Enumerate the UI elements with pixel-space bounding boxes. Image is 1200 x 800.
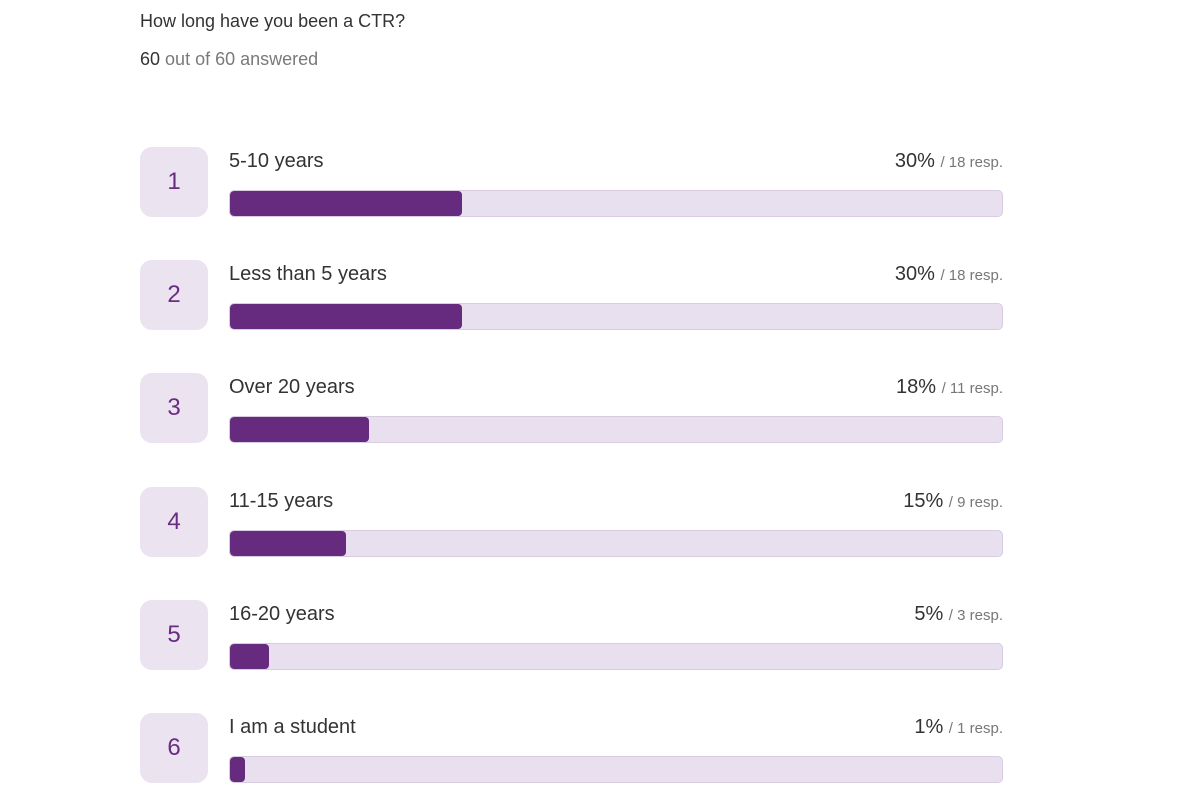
progress-track	[229, 643, 1003, 670]
rank-badge: 5	[140, 600, 208, 670]
result-row: 5 16-20 years 5% / 3 resp.	[140, 600, 1003, 670]
option-label: 11-15 years	[229, 490, 334, 512]
option-stats: 1% / 1 resp.	[914, 716, 1003, 739]
option-responses: / 18 resp.	[940, 154, 1003, 171]
option-label: Over 20 years	[229, 376, 355, 398]
answered-count: 60	[140, 49, 161, 69]
option-stats: 30% / 18 resp.	[895, 263, 1003, 286]
option-label: Less than 5 years	[229, 263, 387, 285]
result-row: 6 I am a student 1% / 1 resp.	[140, 713, 1003, 783]
answered-summary: 60 out of 60 answered	[140, 49, 318, 70]
progress-track	[229, 530, 1003, 557]
result-row: 3 Over 20 years 18% / 11 resp.	[140, 373, 1003, 443]
option-responses: / 11 resp.	[941, 380, 1003, 397]
question-title: How long have you been a CTR?	[140, 11, 406, 31]
progress-track	[229, 756, 1003, 783]
progress-fill	[230, 304, 462, 329]
rank-badge: 1	[140, 147, 208, 217]
progress-fill	[230, 757, 245, 782]
option-percent: 30%	[894, 150, 935, 172]
progress-track	[229, 416, 1003, 443]
progress-fill	[230, 644, 269, 669]
option-percent: 5%	[914, 603, 944, 625]
option-stats: 15% / 9 resp.	[903, 490, 1003, 513]
rank-badge: 2	[140, 260, 208, 330]
rank-badge: 6	[140, 713, 208, 783]
progress-fill	[230, 531, 346, 556]
option-responses: / 1 resp.	[948, 720, 1003, 737]
option-responses: / 18 resp.	[940, 267, 1003, 284]
option-label: 16-20 years	[229, 603, 335, 625]
progress-track	[229, 303, 1003, 330]
answered-text: out of 60 answered	[165, 49, 319, 69]
option-stats: 18% / 11 resp.	[896, 376, 1003, 399]
option-stats: 30% / 18 resp.	[895, 150, 1003, 173]
progress-fill	[230, 417, 369, 442]
result-row: 4 11-15 years 15% / 9 resp.	[140, 487, 1003, 557]
progress-fill	[230, 191, 462, 216]
option-responses: / 9 resp.	[948, 494, 1003, 511]
rank-badge: 3	[140, 373, 208, 443]
rank-badge: 4	[140, 487, 208, 557]
option-responses: / 3 resp.	[948, 607, 1003, 624]
option-label: I am a student	[229, 716, 356, 738]
option-label: 5-10 years	[229, 150, 324, 172]
progress-track	[229, 190, 1003, 217]
option-percent: 15%	[903, 490, 944, 512]
result-row: 2 Less than 5 years 30% / 18 resp.	[140, 260, 1003, 330]
option-percent: 30%	[894, 263, 935, 285]
option-percent: 1%	[914, 716, 944, 738]
option-percent: 18%	[895, 376, 937, 398]
option-stats: 5% / 3 resp.	[914, 603, 1003, 626]
result-row: 1 5-10 years 30% / 18 resp.	[140, 147, 1003, 217]
